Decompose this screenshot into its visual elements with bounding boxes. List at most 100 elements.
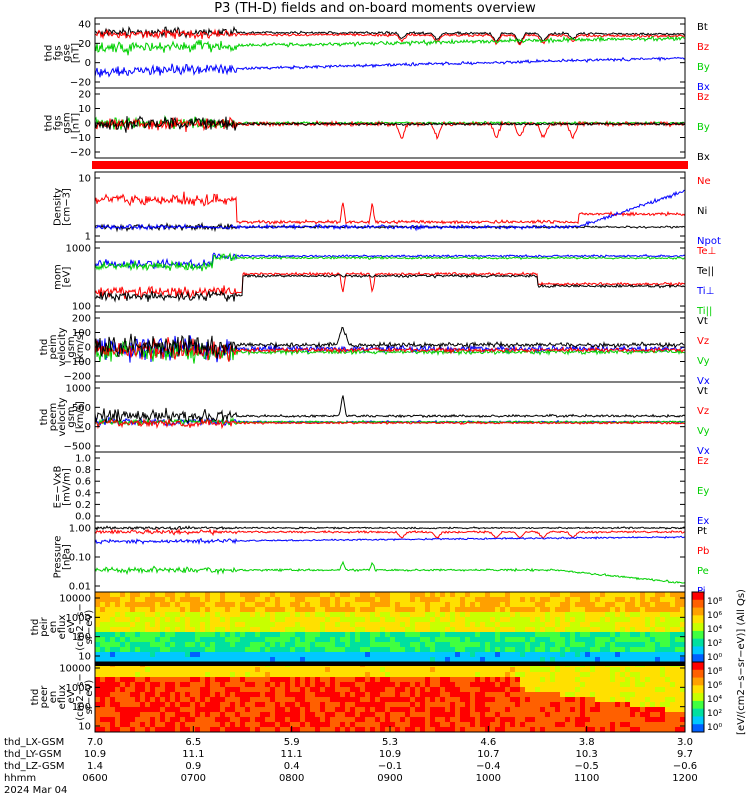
ion-spectrogram-cell: [410, 607, 416, 613]
ion-spectrogram-cell: [450, 657, 456, 663]
ion-spectrogram-cell: [320, 652, 326, 658]
y-tick-label: 200: [72, 314, 91, 325]
electron-spectrogram-cell: [385, 717, 391, 723]
electron-spectrogram-cell: [640, 677, 646, 683]
electron-spectrogram-cell: [480, 702, 486, 708]
electron-spectrogram-cell: [95, 667, 101, 673]
electron-spectrogram-cell: [180, 677, 186, 683]
electron-spectrogram-cell: [470, 682, 476, 688]
ion-spectrogram-cell: [540, 657, 546, 663]
ion-spectrogram-cell: [640, 622, 646, 628]
electron-spectrogram-cell: [115, 712, 121, 718]
ion-spectrogram-cell: [575, 637, 581, 643]
ion-spectrogram-cell: [230, 632, 236, 638]
electron-spectrogram-cell: [635, 677, 641, 683]
electron-spectrogram-cell: [670, 672, 676, 678]
electron-spectrogram-cell: [505, 667, 511, 673]
electron-spectrogram-cell: [135, 717, 141, 723]
ion-spectrogram-cell: [300, 627, 306, 633]
ion-spectrogram-cell: [505, 632, 511, 638]
electron-spectrogram-cell: [270, 727, 276, 733]
electron-spectrogram-cell: [620, 722, 626, 728]
ion-spectrogram-cell: [650, 627, 656, 633]
electron-spectrogram-cell: [325, 717, 331, 723]
ion-spectrogram-cell: [650, 607, 656, 613]
ion-spectrogram-cell: [645, 647, 651, 653]
ion-spectrogram-cell: [640, 602, 646, 608]
ion-spectrogram-cell: [470, 637, 476, 643]
ion-spectrogram-cell: [510, 627, 516, 633]
electron-spectrogram-cell: [535, 687, 541, 693]
ion-spectrogram-cell: [330, 612, 336, 618]
electron-spectrogram-cell: [475, 672, 481, 678]
electron-spectrogram-cell: [615, 677, 621, 683]
electron-spectrogram-cell: [350, 712, 356, 718]
electron-spectrogram-cell: [105, 672, 111, 678]
electron-spectrogram-cell: [230, 712, 236, 718]
electron-spectrogram-cell: [200, 697, 206, 703]
ion-spectrogram-cell: [430, 597, 436, 603]
ion-spectrogram-cell: [205, 652, 211, 658]
y-axis-label: sr−eV): [84, 680, 95, 715]
electron-spectrogram-cell: [520, 702, 526, 708]
ion-spectrogram-cell: [95, 592, 101, 598]
ion-spectrogram-cell: [670, 607, 676, 613]
ion-spectrogram-cell: [590, 627, 596, 633]
ion-spectrogram-cell: [360, 647, 366, 653]
ion-spectrogram-cell: [575, 632, 581, 638]
electron-spectrogram-cell: [315, 712, 321, 718]
y-axis-label: Pressure: [53, 536, 64, 579]
ion-spectrogram-cell: [165, 647, 171, 653]
ion-spectrogram-cell: [600, 632, 606, 638]
electron-spectrogram-cell: [470, 667, 476, 673]
ion-spectrogram-cell: [420, 607, 426, 613]
ion-spectrogram-cell: [455, 652, 461, 658]
electron-spectrogram-cell: [485, 667, 491, 673]
ion-spectrogram-cell: [200, 657, 206, 663]
electron-spectrogram-cell: [165, 727, 171, 733]
electron-spectrogram-cell: [475, 702, 481, 708]
electron-spectrogram-cell: [205, 682, 211, 688]
ion-spectrogram-cell: [470, 657, 476, 663]
ion-spectrogram-cell: [495, 637, 501, 643]
electron-spectrogram-cell: [140, 687, 146, 693]
ion-spectrogram-cell: [350, 597, 356, 603]
ion-spectrogram-cell: [540, 637, 546, 643]
electron-spectrogram-cell: [420, 682, 426, 688]
electron-spectrogram-cell: [130, 717, 136, 723]
electron-spectrogram-cell: [330, 707, 336, 713]
ion-spectrogram-cell: [385, 637, 391, 643]
electron-spectrogram-cell: [230, 727, 236, 733]
x-row-label: thd_LX-GSM: [4, 737, 64, 748]
y-axis-label: [km/s]: [75, 331, 86, 363]
ion-spectrogram-cell: [340, 652, 346, 658]
ion-spectrogram-cell: [145, 617, 151, 623]
y-tick-label: 10000: [59, 594, 91, 605]
ion-spectrogram-cell: [525, 657, 531, 663]
electron-spectrogram-cell: [250, 722, 256, 728]
electron-spectrogram-cell: [435, 667, 441, 673]
ion-spectrogram-cell: [450, 632, 456, 638]
ion-spectrogram-cell: [120, 592, 126, 598]
electron-spectrogram-cell: [265, 682, 271, 688]
electron-spectrogram-cell: [415, 727, 421, 733]
y-axis-label: (cm2−s−: [75, 673, 86, 720]
ion-spectrogram-cell: [280, 607, 286, 613]
ion-spectrogram-cell: [105, 592, 111, 598]
ion-spectrogram-cell: [295, 657, 301, 663]
electron-spectrogram-cell: [125, 667, 131, 673]
electron-spectrogram-cell: [660, 712, 666, 718]
ion-spectrogram-cell: [590, 657, 596, 663]
electron-spectrogram-cell: [245, 677, 251, 683]
electron-spectrogram-cell: [175, 692, 181, 698]
electron-spectrogram-cell: [625, 702, 631, 708]
ion-spectrogram-cell: [565, 637, 571, 643]
electron-spectrogram-cell: [130, 667, 136, 673]
electron-spectrogram-cell: [380, 702, 386, 708]
electron-spectrogram-cell: [615, 702, 621, 708]
electron-spectrogram-cell: [340, 717, 346, 723]
electron-spectrogram-cell: [340, 712, 346, 718]
ion-spectrogram-cell: [200, 652, 206, 658]
ion-spectrogram-cell: [175, 622, 181, 628]
ion-spectrogram-cell: [410, 657, 416, 663]
